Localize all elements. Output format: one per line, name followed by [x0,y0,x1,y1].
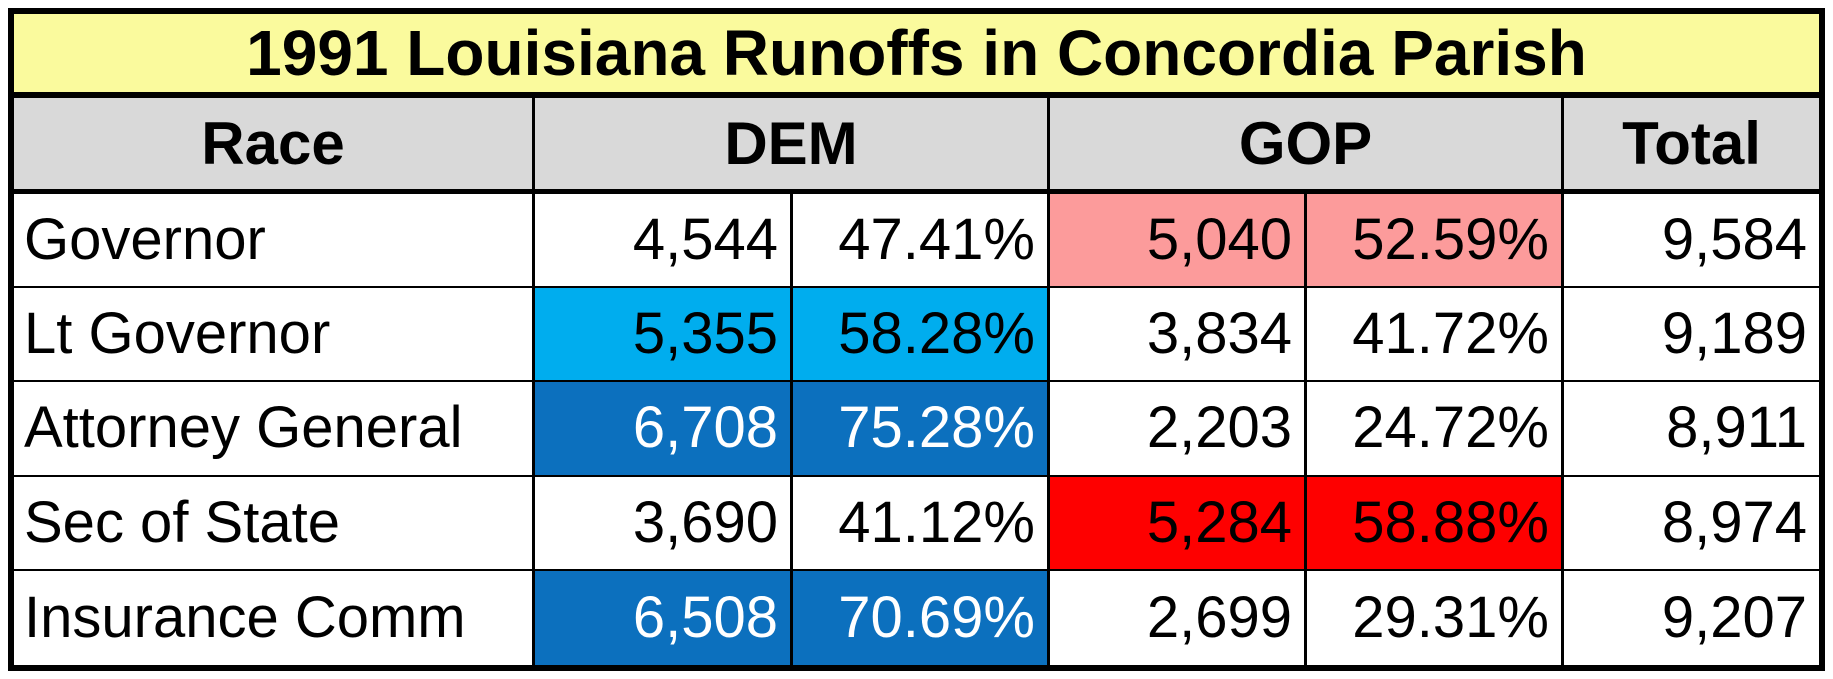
dem-votes-cell: 3,690 [535,476,793,571]
gop-votes-cell: 2,203 [1050,382,1307,477]
table-title: 1991 Louisiana Runoffs in Concordia Pari… [14,14,1819,98]
race-cell: Insurance Comm [14,570,535,665]
gop-votes-cell: 5,040 [1050,194,1307,289]
race-cell: Sec of State [14,476,535,571]
column-header-total: Total [1564,98,1819,194]
total-cell: 9,584 [1564,194,1819,289]
gop-votes-cell: 3,834 [1050,288,1307,383]
total-cell: 9,189 [1564,288,1819,383]
dem-votes-cell: 5,355 [535,288,793,383]
gop-votes-cell: 5,284 [1050,476,1307,571]
total-cell: 8,974 [1564,477,1819,571]
gop-pct-cell: 29.31% [1307,570,1564,665]
column-header-race: Race [14,98,535,194]
dem-pct-cell: 58.28% [793,288,1050,383]
race-cell: Governor [14,194,535,289]
dem-votes-cell: 6,708 [535,382,793,477]
total-cell: 8,911 [1564,382,1819,477]
dem-pct-cell: 75.28% [793,382,1050,477]
dem-pct-cell: 41.12% [793,476,1050,571]
gop-pct-cell: 52.59% [1307,194,1564,289]
race-cell: Lt Governor [14,288,535,383]
column-header-gop: GOP [1050,98,1564,194]
column-header-dem: DEM [535,98,1050,194]
gop-votes-cell: 2,699 [1050,570,1307,665]
gop-pct-cell: 41.72% [1307,288,1564,383]
dem-pct-cell: 70.69% [793,570,1050,665]
race-cell: Attorney General [14,382,535,477]
dem-votes-cell: 4,544 [535,194,793,289]
total-cell: 9,207 [1661,584,1807,650]
dem-votes-cell: 6,508 [535,570,793,665]
gop-pct-cell: 24.72% [1307,382,1564,477]
results-table: 1991 Louisiana Runoffs in Concordia Pari… [8,8,1825,671]
gop-pct-cell: 58.88% [1307,476,1564,571]
dem-pct-cell: 47.41% [793,194,1050,289]
